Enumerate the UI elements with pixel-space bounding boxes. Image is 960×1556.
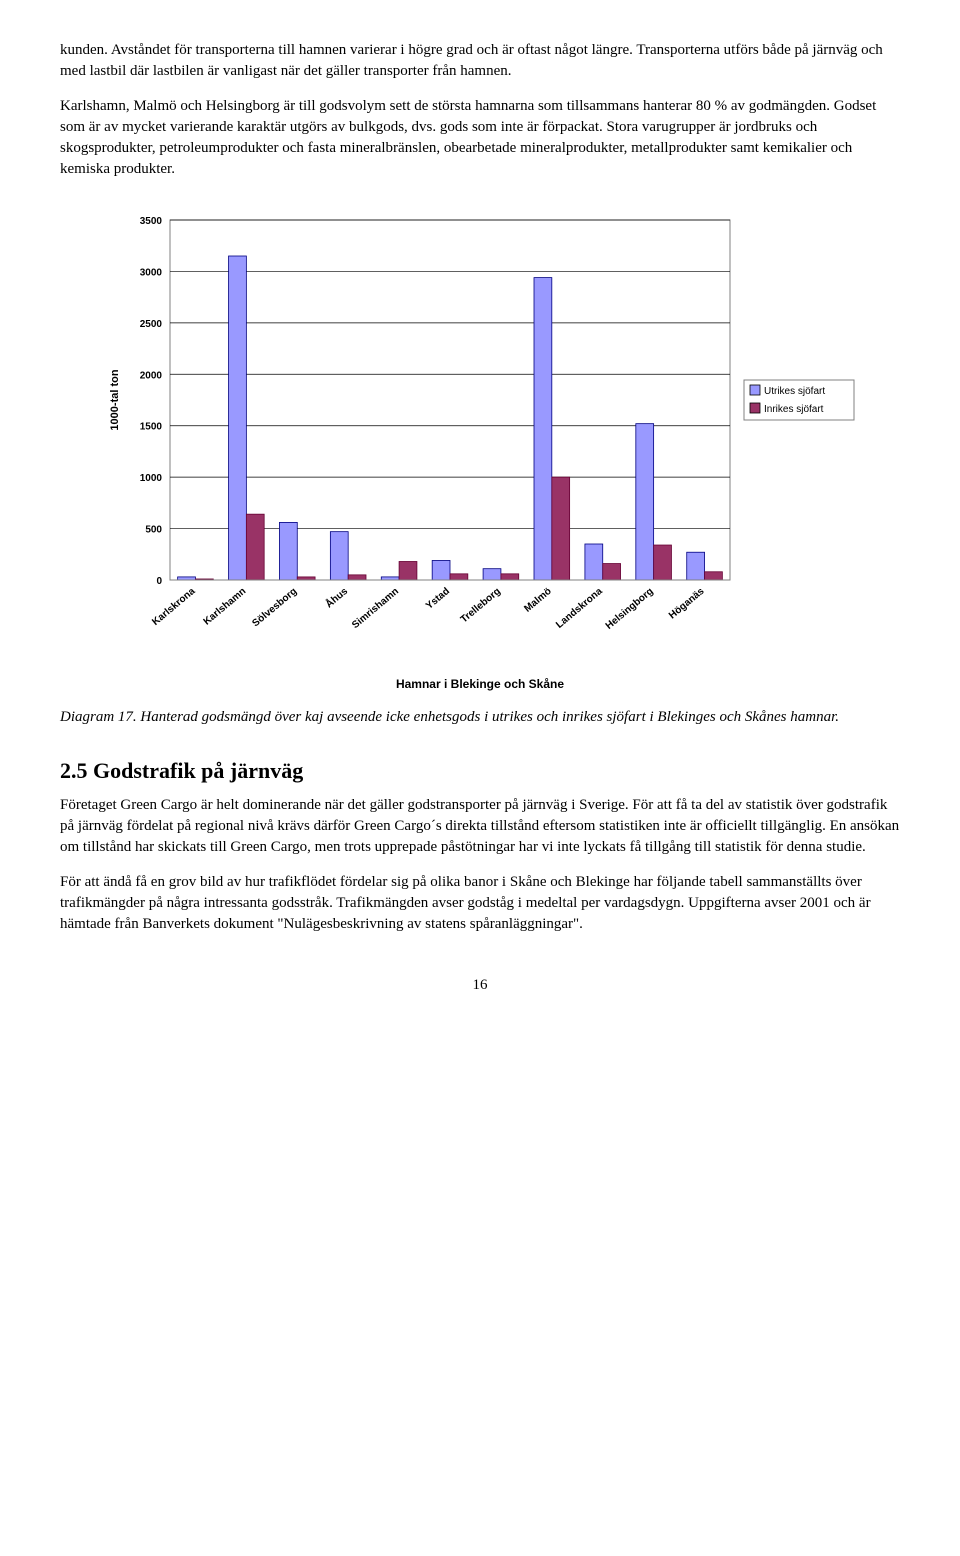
paragraph: Karlshamn, Malmö och Helsingborg är till… <box>60 96 900 180</box>
paragraph: För att ändå få en grov bild av hur traf… <box>60 872 900 935</box>
svg-text:Ystad: Ystad <box>424 586 452 612</box>
svg-text:1000: 1000 <box>140 473 163 484</box>
svg-text:Sölvesborg: Sölvesborg <box>250 586 299 629</box>
svg-text:Åhus: Åhus <box>323 584 351 610</box>
svg-text:Simrishamn: Simrishamn <box>350 586 401 631</box>
svg-text:Helsingborg: Helsingborg <box>604 586 656 632</box>
bar-chart: 0 500 1000 1500 2000 2500 3000 3500 1000-tal ton… <box>100 210 860 670</box>
chart-container: 0 500 1000 1500 2000 2500 3000 3500 1000-tal ton… <box>100 210 860 693</box>
svg-text:0: 0 <box>156 576 162 587</box>
chart-xlabel: Hamnar i Blekinge och Skåne <box>100 676 860 693</box>
svg-text:Höganäs: Höganäs <box>667 586 707 622</box>
section-heading: 2.5 Godstrafik på järnväg <box>60 756 900 787</box>
paragraph: kunden. Avståndet för transporterna till… <box>60 40 900 82</box>
svg-text:Karlshamn: Karlshamn <box>202 586 249 628</box>
page-number: 16 <box>60 975 900 996</box>
svg-text:Malmö: Malmö <box>522 586 553 615</box>
svg-text:1000-tal ton: 1000-tal ton <box>109 369 121 430</box>
figure-caption: Diagram 17. Hanterad godsmängd över kaj … <box>60 707 900 728</box>
svg-text:3000: 3000 <box>140 267 163 278</box>
svg-text:Karlskrona: Karlskrona <box>150 586 197 628</box>
svg-text:1500: 1500 <box>140 422 163 433</box>
svg-text:Trelleborg: Trelleborg <box>459 586 503 626</box>
svg-text:Utrikes sjöfart: Utrikes sjöfart <box>764 386 825 397</box>
svg-text:Landskrona: Landskrona <box>554 586 605 631</box>
svg-text:2000: 2000 <box>140 370 163 381</box>
svg-text:500: 500 <box>145 525 162 536</box>
paragraph: Företaget Green Cargo är helt dominerand… <box>60 795 900 858</box>
svg-text:2500: 2500 <box>140 319 163 330</box>
svg-text:3500: 3500 <box>140 216 163 227</box>
svg-text:Inrikes sjöfart: Inrikes sjöfart <box>764 404 824 415</box>
